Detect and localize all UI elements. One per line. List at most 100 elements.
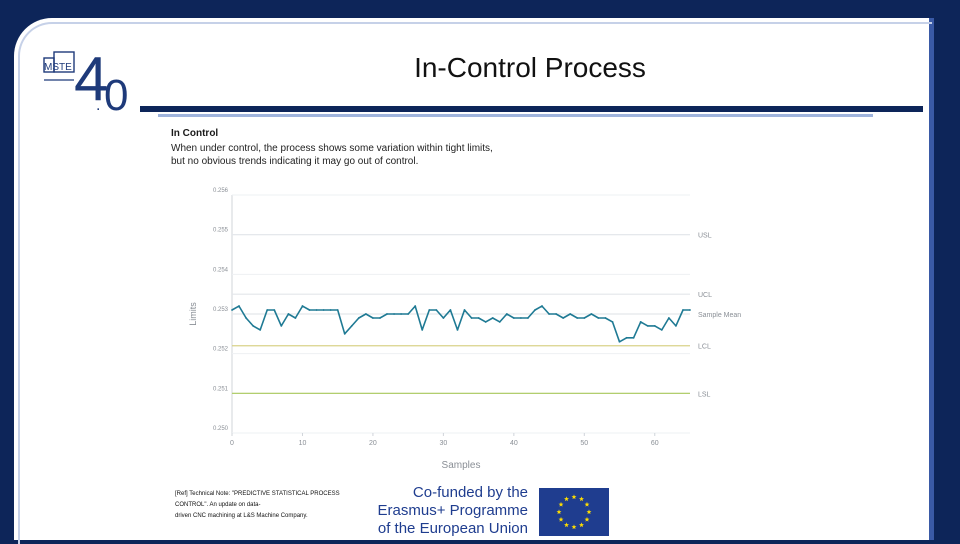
y-tick-label: 0.256 (213, 188, 229, 194)
eu-star (558, 516, 564, 522)
logo-dot: . (96, 97, 100, 114)
data-point (548, 313, 550, 315)
chart-description-line: When under control, the process shows so… (171, 143, 493, 154)
reference-line-label: LCL (698, 344, 711, 351)
data-point (301, 305, 304, 307)
data-point (484, 321, 487, 323)
data-point (350, 325, 353, 327)
y-tick-label: 0.251 (213, 386, 229, 392)
eu-star (571, 524, 577, 530)
data-point (675, 325, 677, 327)
chart-description: When under control, the process shows so… (171, 142, 551, 168)
eu-star (579, 496, 584, 502)
data-point (266, 309, 269, 311)
data-point (562, 317, 565, 319)
data-point (646, 325, 649, 327)
reference-line: driven CNC machining at L&S Machine Comp… (175, 513, 308, 519)
data-point (315, 309, 318, 311)
mste-logo: MSTE 4 . 0 (43, 45, 128, 115)
x-tick-label: 10 (299, 440, 307, 447)
y-tick-label: 0.255 (213, 228, 229, 234)
data-point (463, 309, 466, 311)
data-point (555, 313, 558, 315)
data-point (238, 305, 240, 307)
data-point (505, 313, 508, 315)
eu-star (579, 522, 584, 528)
data-point (308, 309, 311, 311)
y-axis-title: Limits (188, 302, 198, 326)
data-point (322, 309, 325, 311)
chart-description-line: but no obvious trends indicating it may … (171, 156, 419, 167)
data-point (273, 309, 276, 311)
x-tick-label: 50 (580, 440, 588, 447)
data-point (336, 309, 339, 311)
data-point (435, 309, 438, 311)
data-point (618, 340, 621, 343)
logo-digit-zero: 0 (104, 71, 128, 115)
data-point (498, 321, 501, 323)
data-point (477, 317, 480, 319)
data-point (611, 321, 614, 323)
data-point (519, 317, 522, 319)
data-point (329, 309, 332, 311)
data-point (414, 305, 417, 307)
title-rule-accent (158, 114, 873, 117)
data-point (534, 309, 536, 311)
x-axis-title: Samples (442, 460, 481, 471)
data-point (280, 325, 283, 327)
reference-line: [Ref] Technical Note: "PREDICTIVE STATIS… (175, 491, 340, 508)
eu-star (564, 522, 569, 528)
funding-line: of the European Union (377, 520, 528, 537)
x-tick-label: 40 (510, 440, 518, 447)
data-point (660, 328, 663, 331)
data-point (393, 313, 395, 315)
data-point (357, 317, 360, 319)
data-point (442, 317, 445, 319)
funding-line: Co-funded by the (412, 484, 528, 501)
data-point (470, 317, 473, 319)
data-point (625, 336, 628, 339)
data-point (252, 325, 255, 327)
x-tick-label: 20 (369, 440, 377, 447)
data-point (512, 317, 515, 319)
logo-digit-four: 4 (74, 45, 108, 114)
data-point (583, 317, 586, 319)
data-point (386, 313, 388, 315)
y-tick-label: 0.252 (213, 347, 229, 353)
data-series-line (231, 305, 690, 343)
reference-line-label: UCL (698, 292, 712, 299)
x-tick-label: 0 (230, 440, 234, 447)
data-point (259, 328, 262, 331)
data-point (639, 321, 642, 323)
data-point (569, 313, 572, 315)
data-point (541, 305, 543, 307)
y-tick-label: 0.254 (213, 267, 229, 273)
data-point (689, 309, 691, 311)
funding-line: Erasmus+ Programme (377, 502, 528, 519)
data-point (604, 317, 607, 319)
logo-letters: MSTE (44, 62, 72, 73)
data-point (364, 313, 367, 315)
y-tick-label: 0.250 (213, 426, 229, 432)
eu-star (584, 516, 590, 522)
data-point (576, 317, 579, 319)
data-point (343, 332, 346, 335)
data-point (527, 317, 529, 319)
control-chart: 0.250 0.251 0.252 0.253 0.254 0.255 0.256 0 10 20… (188, 188, 741, 471)
eu-star (556, 509, 562, 515)
data-point (667, 317, 670, 319)
reference-note: [Ref] Technical Note: "PREDICTIVE STATIS… (175, 489, 355, 522)
data-point (428, 309, 431, 311)
eu-star (558, 501, 564, 507)
reference-line-label: Sample Mean (698, 312, 741, 319)
eu-star (584, 501, 590, 507)
y-tick-label: 0.253 (213, 307, 229, 313)
chart-heading: In Control (171, 128, 219, 139)
data-point (231, 309, 233, 311)
data-point (294, 317, 297, 319)
data-point (597, 317, 600, 319)
data-point (379, 317, 381, 319)
x-tick-label: 60 (651, 440, 659, 447)
reference-line-label: USL (698, 233, 712, 240)
chart-figure: In Control When under control, the proce… (163, 122, 769, 472)
